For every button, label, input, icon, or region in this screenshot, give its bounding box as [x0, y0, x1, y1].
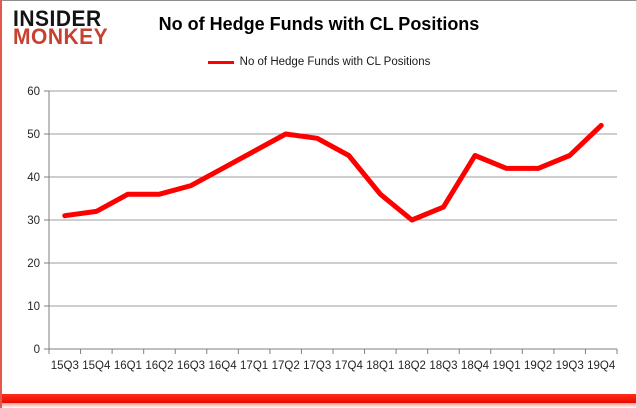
x-axis-label: 16Q3: [177, 360, 205, 372]
y-axis-label: 40: [27, 172, 40, 184]
x-axis-label: 16Q1: [114, 360, 142, 372]
legend-line-swatch: [207, 60, 234, 64]
logo-text-monkey: MONKEY: [13, 24, 109, 50]
bottom-accent-bar: [2, 394, 636, 403]
x-axis-label: 18Q4: [461, 360, 490, 372]
x-axis-label: 19Q1: [492, 360, 520, 372]
x-axis-label: 17Q3: [303, 360, 331, 372]
y-axis-label: 60: [27, 86, 40, 98]
y-axis-label: 50: [27, 129, 40, 141]
y-axis-label: 0: [34, 344, 40, 356]
chart-title: No of Hedge Funds with CL Positions: [158, 14, 480, 34]
legend-label: No of Hedge Funds with CL Positions: [239, 56, 431, 68]
insider-monkey-logo: INSIDER MONKEY: [13, 6, 109, 50]
bottom-accent-fade: [2, 403, 636, 408]
series-line: [62, 122, 604, 223]
x-axis-label: 15Q3: [51, 360, 79, 372]
x-axis-label: 19Q4: [587, 360, 616, 372]
x-axis-label: 16Q2: [145, 360, 173, 372]
x-axis-label: 17Q1: [240, 360, 268, 372]
x-axis-label: 18Q2: [398, 360, 426, 372]
x-axis-label: 18Q3: [429, 360, 457, 372]
x-axis-label: 19Q2: [524, 360, 552, 372]
chart-legend: No of Hedge Funds with CL Positions: [2, 56, 636, 68]
x-axis-label: 19Q3: [556, 360, 584, 372]
y-axis-label: 10: [27, 301, 40, 313]
x-axis-label: 18Q1: [366, 360, 394, 372]
x-axis-label: 15Q4: [82, 360, 111, 372]
y-axis-label: 30: [27, 215, 40, 227]
logo-text-insider: INSIDER: [13, 6, 102, 32]
x-axis-label: 17Q2: [272, 360, 300, 372]
x-axis-label: 17Q4: [335, 360, 364, 372]
y-axis-label: 20: [27, 258, 40, 270]
x-axis-label: 16Q4: [208, 360, 237, 372]
